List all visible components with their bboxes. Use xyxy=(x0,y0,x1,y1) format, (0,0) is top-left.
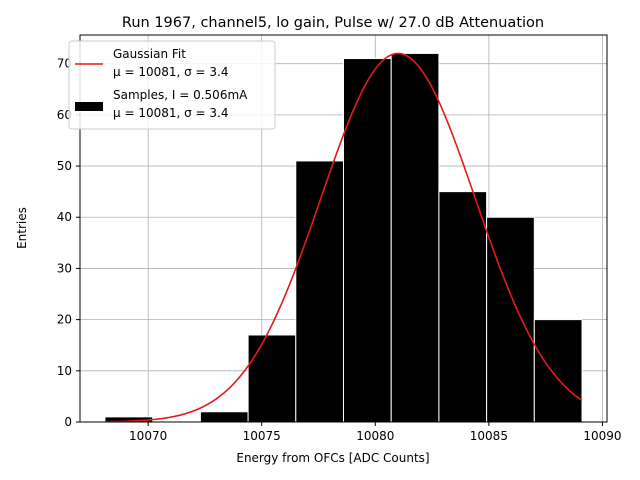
histogram-bar xyxy=(343,58,392,423)
plot-frame xyxy=(79,34,608,423)
fit-curve-group xyxy=(104,52,583,423)
x-tick-label: 10085 xyxy=(470,429,508,443)
y-tick-label: 40 xyxy=(57,210,72,224)
x-axis-ticks: 10070 10075 10080 10085 10090 xyxy=(129,422,622,443)
y-tick-label: 0 xyxy=(64,415,72,429)
legend-samples-swatch xyxy=(75,102,103,111)
x-axis-label: Energy from OFCs [ADC Counts] xyxy=(236,451,429,465)
chart-title: Run 1967, channel5, lo gain, Pulse w/ 27… xyxy=(122,15,544,31)
legend-samples-stats: μ = 10081, σ = 3.4 xyxy=(113,106,229,120)
x-tick-label: 10075 xyxy=(243,429,281,443)
y-tick-label: 70 xyxy=(57,57,72,71)
legend-samples-label: Samples, I = 0.506mA xyxy=(113,88,248,102)
y-axis-label: Entries xyxy=(15,207,29,249)
histogram-bars xyxy=(104,52,583,423)
x-tick-label: 10090 xyxy=(583,429,621,443)
legend: Gaussian Fit μ = 10081, σ = 3.4 Samples,… xyxy=(68,40,276,130)
y-tick-label: 30 xyxy=(57,261,72,275)
histogram-bar xyxy=(390,52,440,423)
y-axis-ticks: 0 10 20 30 40 50 60 70 xyxy=(57,57,80,429)
y-tick-label: 60 xyxy=(57,108,72,122)
y-tick-label: 10 xyxy=(57,364,72,378)
histogram-bar xyxy=(438,191,488,423)
histogram-bar xyxy=(486,216,535,423)
histogram-bar xyxy=(533,319,583,423)
histogram-bar xyxy=(247,334,297,423)
x-tick-label: 10080 xyxy=(356,429,394,443)
legend-fit-stats: μ = 10081, σ = 3.4 xyxy=(113,65,229,79)
legend-box xyxy=(68,40,276,130)
y-tick-label: 50 xyxy=(57,159,72,173)
histogram-bar xyxy=(199,411,249,423)
x-tick-label: 10070 xyxy=(129,429,167,443)
y-tick-label: 20 xyxy=(57,313,72,327)
gaussian-fit-line xyxy=(104,52,583,423)
legend-fit-label: Gaussian Fit xyxy=(113,47,186,61)
histogram-bar xyxy=(295,160,345,423)
